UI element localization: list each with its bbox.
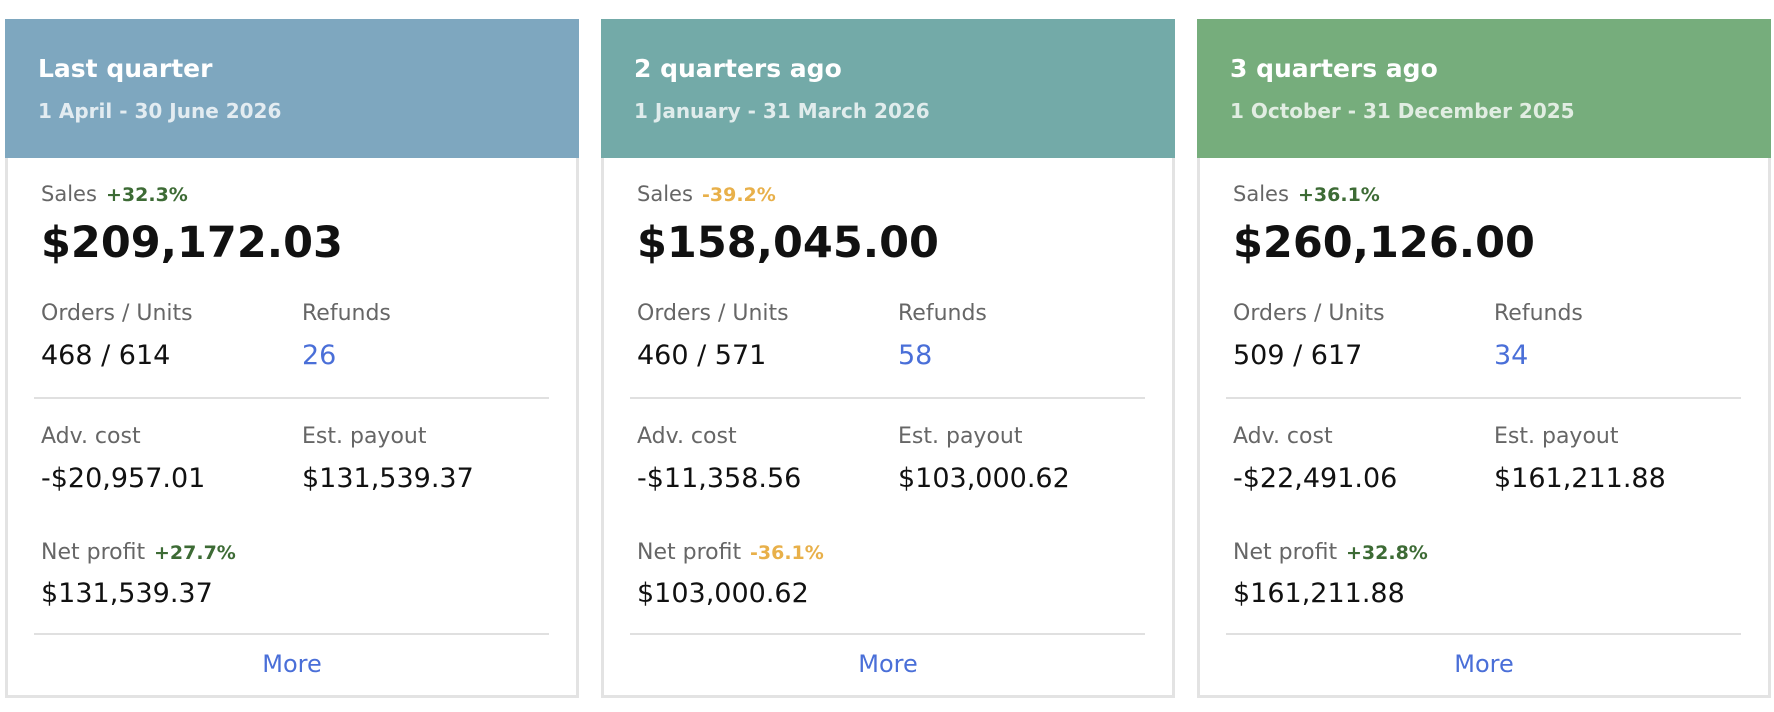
sales-label: Sales [637,182,693,207]
card-header: 3 quarters ago 1 October - 31 December 20… [1197,19,1771,158]
summary-card: 3 quarters ago 1 October - 31 December 20… [1197,19,1771,698]
net-profit-label: Net profit [41,539,146,565]
sales-value: $209,172.03 [41,217,343,268]
date-range: 1 January - 31 March 2026 [634,99,930,123]
more-link[interactable]: More [262,650,322,678]
divider [630,397,1145,399]
summary-card: 2 quarters ago 1 January - 31 March 2026 S… [601,19,1175,698]
orders-units-value: 468 / 614 [41,340,171,372]
date-range: 1 April - 30 June 2026 [38,99,282,123]
net-profit-value: $161,211.88 [1233,578,1405,610]
refunds-value: 34 [1494,340,1529,372]
card-header: 2 quarters ago 1 January - 31 March 2026 [601,19,1175,158]
refunds-label: Refunds [898,300,987,326]
card-header: Last quarter 1 April - 30 June 2026 [5,19,579,158]
summary-card: Last quarter 1 April - 30 June 2026 Sales +… [5,19,579,698]
sales-value: $260,126.00 [1233,217,1535,268]
est-payout-label: Est. payout [1494,423,1619,449]
divider [34,633,549,635]
card-title: 2 quarters ago [634,53,842,83]
sales-change: +36.1% [1298,184,1380,206]
net-profit-label: Net profit [637,539,742,565]
adv-cost-value: -$11,358.56 [637,463,802,495]
card-title: 3 quarters ago [1230,53,1438,83]
est-payout-label: Est. payout [898,423,1023,449]
adv-cost-label: Adv. cost [41,423,141,449]
refunds-value: 58 [898,340,933,372]
est-payout-value: $161,211.88 [1494,463,1666,495]
orders-units-value: 509 / 617 [1233,340,1363,372]
sales-label: Sales [1233,182,1289,207]
card-title: Last quarter [38,53,213,83]
refunds-label: Refunds [1494,300,1583,326]
net-profit-value: $131,539.37 [41,578,213,610]
net-profit-label: Net profit [1233,539,1338,565]
adv-cost-label: Adv. cost [1233,423,1333,449]
net-profit-change: +32.8% [1346,542,1428,564]
sales-change: +32.3% [106,184,188,206]
date-range: 1 October - 31 December 2025 [1230,99,1575,123]
net-profit-value: $103,000.62 [637,578,809,610]
sales-value: $158,045.00 [637,217,939,268]
refunds-value: 26 [302,340,337,372]
divider [34,397,549,399]
est-payout-value: $103,000.62 [898,463,1070,495]
more-link[interactable]: More [1454,650,1514,678]
refunds-label: Refunds [302,300,391,326]
adv-cost-label: Adv. cost [637,423,737,449]
more-link[interactable]: More [858,650,918,678]
sales-change: -39.2% [702,184,776,206]
orders-units-value: 460 / 571 [637,340,767,372]
orders-units-label: Orders / Units [1233,300,1385,326]
sales-label: Sales [41,182,97,207]
est-payout-label: Est. payout [302,423,427,449]
adv-cost-value: -$20,957.01 [41,463,206,495]
adv-cost-value: -$22,491.06 [1233,463,1398,495]
orders-units-label: Orders / Units [637,300,789,326]
orders-units-label: Orders / Units [41,300,193,326]
est-payout-value: $131,539.37 [302,463,474,495]
net-profit-change: -36.1% [750,542,824,564]
net-profit-change: +27.7% [154,542,236,564]
divider [630,633,1145,635]
divider [1226,633,1741,635]
divider [1226,397,1741,399]
